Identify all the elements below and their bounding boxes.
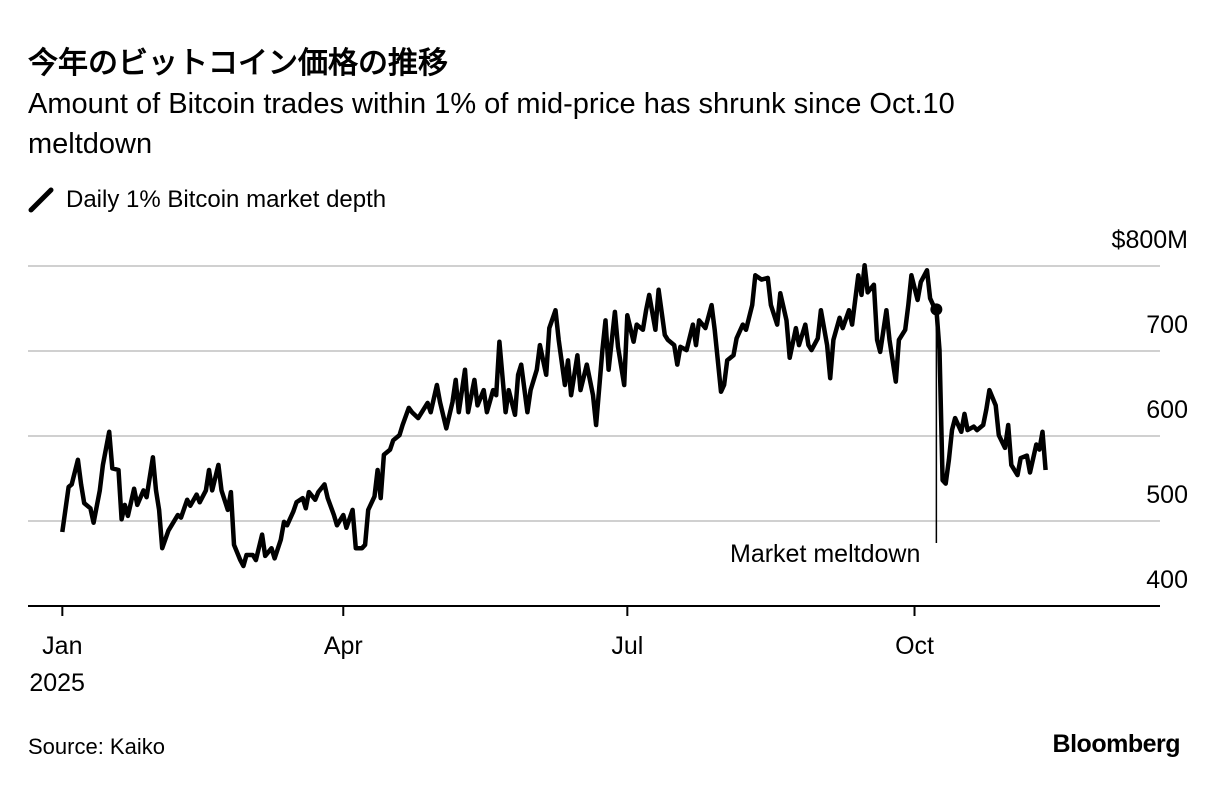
y-tick-label: 700	[1146, 311, 1188, 339]
annotation-dot	[930, 303, 943, 316]
chart-title: 今年のビットコイン価格の推移	[28, 47, 448, 80]
legend: Daily 1% Bitcoin market depth	[28, 186, 386, 214]
x-tick-label: Oct	[895, 632, 934, 660]
x-tick-label: Jul	[611, 632, 643, 660]
chart-subtitle: Amount of Bitcoin trades within 1% of mi…	[28, 88, 955, 160]
source: Source: Kaiko	[28, 734, 165, 759]
line-series	[60, 262, 1048, 569]
y-tick-label: 500	[1146, 481, 1188, 509]
brand: Bloomberg	[1052, 730, 1181, 758]
x-tick-label: Apr	[324, 632, 363, 660]
y-tick-label: 600	[1146, 396, 1188, 424]
x-tick-year: 2025	[29, 669, 85, 697]
annotation-label: Market meltdown	[730, 540, 920, 568]
x-tick-label: Jan	[42, 632, 82, 660]
legend-label: Daily 1% Bitcoin market depth	[66, 186, 387, 213]
y-tick-label: 400	[1146, 566, 1188, 594]
y-tick-label: $800M	[1112, 226, 1188, 254]
legend-icon	[28, 187, 54, 213]
